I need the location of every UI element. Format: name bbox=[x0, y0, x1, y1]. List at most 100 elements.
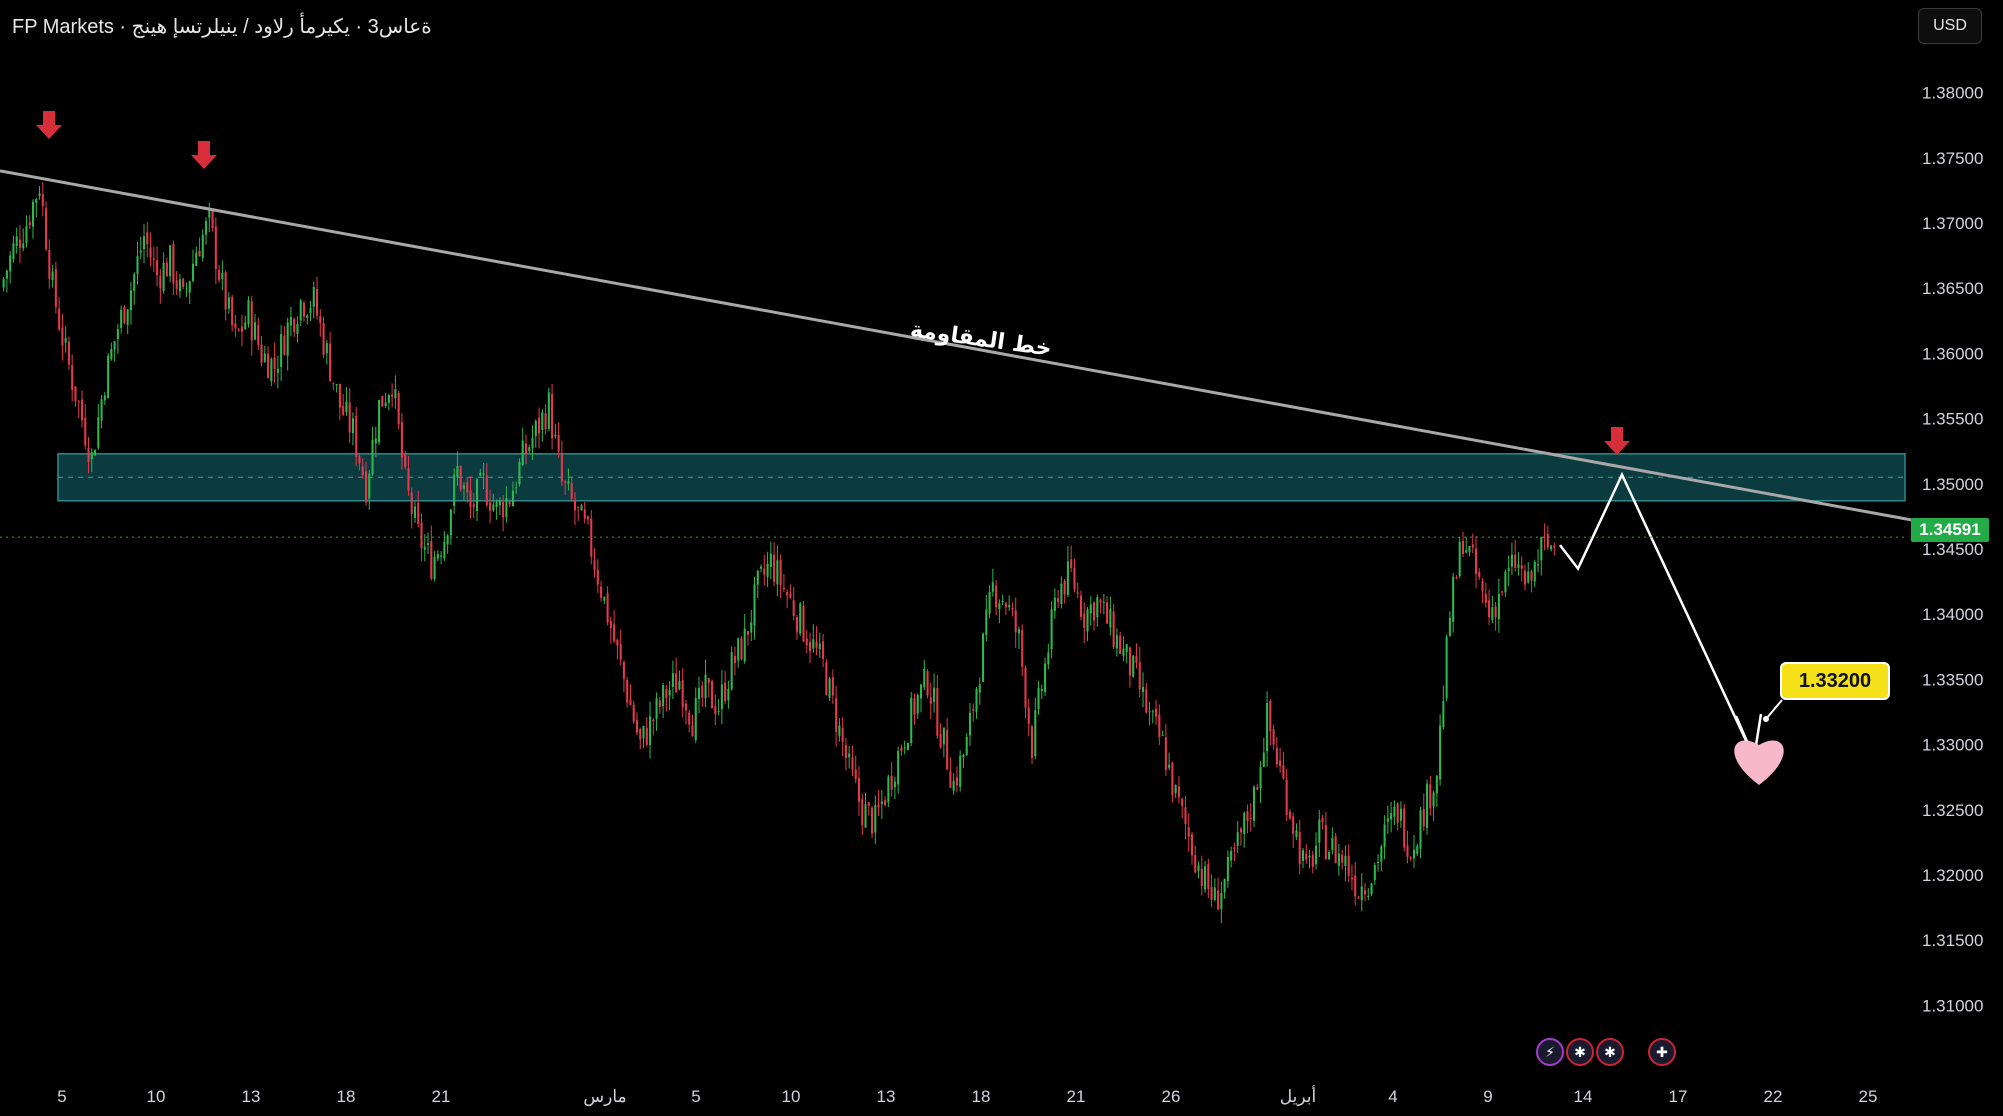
target-pointer bbox=[1765, 699, 1783, 720]
candle-body bbox=[338, 383, 341, 408]
candle-body bbox=[871, 807, 874, 834]
candle-body bbox=[1484, 593, 1487, 603]
candle-body bbox=[694, 697, 697, 740]
down-arrow-icon bbox=[36, 111, 62, 139]
projection-path[interactable] bbox=[1559, 471, 1784, 785]
candle-body bbox=[475, 479, 479, 512]
trendline-label: خط المقاومة bbox=[909, 317, 1053, 362]
candle-body bbox=[1030, 726, 1034, 758]
candle-body bbox=[273, 357, 276, 369]
candle-body bbox=[795, 617, 798, 632]
candle-body bbox=[1204, 866, 1207, 890]
arrow-shaft bbox=[198, 141, 210, 155]
us-flag-icon[interactable]: ✱ bbox=[1596, 1038, 1624, 1066]
candle-body bbox=[299, 300, 302, 321]
candle-body bbox=[577, 506, 580, 508]
candle-body bbox=[205, 221, 208, 235]
candle-body bbox=[968, 712, 972, 736]
candle-body bbox=[557, 434, 560, 452]
candle-body bbox=[955, 777, 958, 786]
candle-body bbox=[949, 771, 952, 788]
event-icons-uk: ✚ bbox=[1648, 1038, 1678, 1070]
candle-body bbox=[1537, 564, 1540, 566]
resistance-zone[interactable] bbox=[57, 453, 1906, 502]
candle-body bbox=[1197, 865, 1200, 872]
candle-body bbox=[799, 603, 802, 634]
candle-body bbox=[201, 234, 204, 258]
candle-body bbox=[792, 600, 795, 617]
candle-body bbox=[1057, 598, 1060, 603]
candle-body bbox=[407, 468, 410, 491]
candle-body bbox=[668, 690, 671, 696]
candle-body bbox=[1347, 855, 1350, 876]
candle-body bbox=[110, 348, 113, 360]
candle-body bbox=[1050, 609, 1053, 650]
candle-body bbox=[1468, 546, 1471, 552]
candle-body bbox=[786, 591, 789, 596]
candle-body bbox=[293, 319, 296, 333]
candle-body bbox=[753, 584, 756, 626]
candle-body bbox=[746, 630, 750, 635]
candle-body bbox=[1344, 855, 1347, 867]
candle-body bbox=[727, 689, 730, 701]
candle-body bbox=[1230, 851, 1233, 861]
candle-body bbox=[1011, 607, 1014, 610]
candle-body bbox=[1439, 725, 1442, 780]
candle-body bbox=[1478, 571, 1481, 577]
candle-body bbox=[381, 396, 384, 407]
candle-body bbox=[701, 685, 704, 698]
chart-title: FP Markets · ةعاس3 · يكيرمأ رلاود / ينيل… bbox=[12, 16, 432, 38]
candle-body bbox=[329, 343, 332, 381]
candle-body bbox=[1288, 811, 1291, 819]
candle-body bbox=[15, 236, 18, 247]
candle-body bbox=[280, 334, 283, 367]
candle-body bbox=[933, 687, 936, 702]
candle-body bbox=[789, 593, 792, 598]
candle-body bbox=[1465, 550, 1468, 553]
candle-body bbox=[573, 499, 576, 511]
candle-body bbox=[456, 465, 459, 478]
candle-body bbox=[9, 255, 12, 272]
candle-body bbox=[1324, 824, 1327, 860]
arrow-shaft bbox=[43, 111, 55, 125]
candle-body bbox=[368, 473, 371, 499]
candle-body bbox=[397, 392, 400, 425]
candle-body bbox=[923, 668, 926, 688]
candle-body bbox=[609, 620, 612, 629]
uk-flag-icon[interactable]: ✚ bbox=[1648, 1038, 1676, 1066]
candle-body bbox=[71, 365, 74, 390]
candle-body bbox=[841, 727, 844, 742]
y-tick-label: 1.33500 bbox=[1922, 670, 1983, 689]
candle-body bbox=[38, 193, 41, 197]
candle-body bbox=[263, 353, 266, 362]
target-price-tag: 1.33200 bbox=[1780, 662, 1890, 700]
x-tick-label: 26 bbox=[1162, 1087, 1181, 1106]
us-flag-icon[interactable]: ✱ bbox=[1566, 1038, 1594, 1066]
candle-body bbox=[622, 661, 625, 679]
candle-body bbox=[479, 472, 482, 476]
candle-body bbox=[613, 624, 616, 642]
projection-line bbox=[1559, 471, 1756, 759]
lightning-icon[interactable]: ⚡ bbox=[1536, 1038, 1564, 1066]
candle-body bbox=[864, 804, 867, 828]
candle-body bbox=[929, 697, 932, 704]
x-tick-label: 10 bbox=[782, 1087, 801, 1106]
candle-body bbox=[35, 199, 38, 203]
candle-body bbox=[534, 420, 537, 437]
currency-button[interactable]: USD bbox=[1918, 8, 1982, 44]
candle-body bbox=[1135, 655, 1138, 663]
candle-body bbox=[1194, 855, 1197, 873]
candle-body bbox=[116, 329, 119, 340]
candle-body bbox=[1501, 591, 1504, 593]
candle-body bbox=[1089, 604, 1092, 614]
candle-body bbox=[1275, 747, 1278, 765]
candle-body bbox=[707, 678, 710, 683]
candle-body bbox=[1390, 813, 1393, 820]
candle-body bbox=[126, 309, 129, 325]
candle-body bbox=[564, 481, 567, 483]
candle-body bbox=[1311, 854, 1314, 867]
candle-body bbox=[515, 487, 518, 489]
candle-body bbox=[1249, 817, 1252, 819]
candle-body bbox=[586, 516, 590, 520]
